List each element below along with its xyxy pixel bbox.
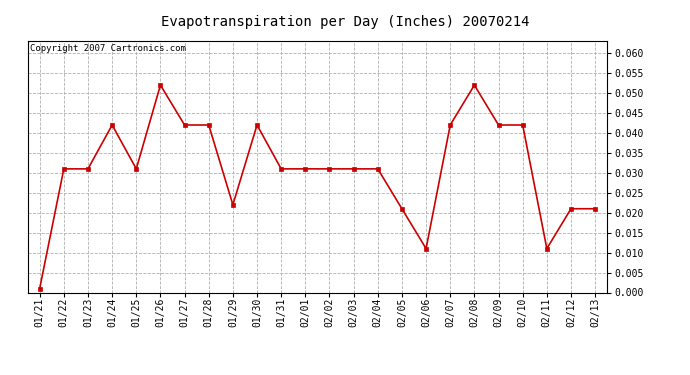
Text: Evapotranspiration per Day (Inches) 20070214: Evapotranspiration per Day (Inches) 2007… xyxy=(161,15,529,29)
Text: Copyright 2007 Cartronics.com: Copyright 2007 Cartronics.com xyxy=(30,44,186,53)
